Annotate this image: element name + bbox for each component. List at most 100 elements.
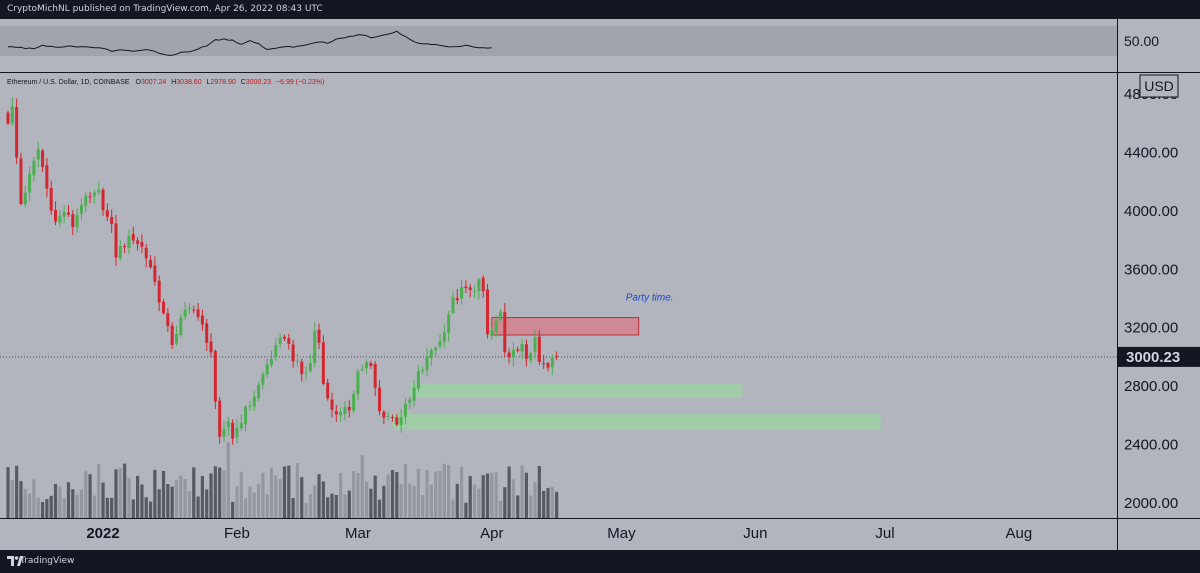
- volume-bar: [339, 472, 343, 518]
- candle-body: [477, 279, 481, 292]
- volume-bar: [192, 467, 196, 518]
- currency-label: USD: [1144, 78, 1174, 94]
- candle-body: [408, 399, 412, 403]
- volume-bar: [213, 466, 217, 518]
- oscillator-midband: [0, 26, 1117, 56]
- time-axis: [0, 519, 1117, 550]
- chart-area[interactable]: 50.00 2000.00 2400.00 2800.00 3200.00 3600.0…: [0, 19, 1200, 550]
- volume-bar: [161, 470, 166, 518]
- candle-body: [503, 311, 507, 353]
- candle-body: [516, 349, 520, 351]
- time-tick-label: Jul: [875, 525, 894, 542]
- volume-bar: [455, 483, 459, 518]
- candle-body: [162, 301, 166, 314]
- close-label: C: [241, 79, 246, 86]
- candle-body: [179, 317, 183, 336]
- candle-body: [66, 212, 70, 215]
- candle-body: [403, 403, 407, 417]
- candle-body: [529, 353, 533, 361]
- volume-bar: [231, 501, 235, 518]
- candle-body: [464, 286, 468, 289]
- price-tick-label: 2400.00: [1124, 437, 1178, 454]
- volume-bar: [36, 497, 40, 518]
- tradingview-logo-icon[interactable]: [7, 555, 35, 568]
- oscillator-tick-label: 50.00: [1124, 33, 1159, 49]
- candle-body: [222, 428, 226, 437]
- candle-body: [144, 247, 148, 259]
- candle-body: [79, 204, 83, 214]
- candle-body: [347, 407, 351, 411]
- candle-body: [429, 350, 433, 358]
- candle-body: [282, 336, 286, 339]
- candle-body: [382, 411, 386, 418]
- candle-body: [200, 315, 204, 325]
- volume-bar: [105, 497, 109, 518]
- candle-body: [205, 323, 209, 343]
- candle-body: [183, 309, 187, 317]
- candle-body: [524, 344, 528, 359]
- candle-body: [326, 382, 330, 399]
- volume-bar: [209, 473, 213, 518]
- volume-bar: [205, 489, 209, 518]
- time-tick-label: Aug: [1006, 525, 1033, 542]
- volume-bar: [239, 471, 243, 518]
- volume-bar: [222, 470, 226, 518]
- volume-bar: [442, 463, 446, 518]
- volume-bar: [408, 483, 412, 518]
- candle-body: [412, 387, 416, 401]
- volume-bar: [144, 497, 148, 518]
- volume-bar: [464, 502, 468, 518]
- volume-bar: [295, 463, 300, 518]
- resistance-zone-0[interactable]: [491, 317, 640, 336]
- volume-bar: [97, 464, 101, 518]
- candle-body: [425, 356, 429, 371]
- candle-body: [140, 242, 144, 247]
- volume-bar: [136, 475, 140, 518]
- candle-body: [62, 211, 66, 217]
- volume-bar: [399, 483, 403, 518]
- candle-body: [395, 417, 399, 425]
- volume-bar: [291, 498, 295, 518]
- candle-body: [317, 329, 321, 343]
- volume-bar: [218, 467, 222, 518]
- candle-body: [455, 298, 459, 301]
- volume-bar: [140, 484, 144, 518]
- volume-bar: [157, 489, 161, 518]
- volume-bar: [313, 485, 317, 518]
- volume-bar: [261, 472, 265, 518]
- candle-body: [32, 160, 36, 176]
- candle-body: [41, 150, 45, 167]
- support-zone-1[interactable]: [409, 383, 743, 398]
- candle-body: [334, 411, 338, 415]
- chart-annotation[interactable]: Party time.: [626, 293, 674, 304]
- volume-bar: [32, 478, 36, 518]
- volume-bar: [347, 490, 351, 518]
- volume-bar: [382, 485, 386, 518]
- volume-bar: [451, 499, 455, 518]
- candle-body: [84, 195, 88, 206]
- volume-bar: [343, 494, 347, 518]
- volume-bar: [84, 470, 88, 518]
- candle-body: [19, 158, 23, 205]
- volume-bar: [416, 468, 420, 518]
- volume-bar: [278, 479, 282, 518]
- volume-bar: [429, 484, 433, 518]
- volume-bar: [434, 471, 438, 518]
- time-tick-label: 2022: [86, 525, 119, 542]
- volume-bar: [377, 499, 382, 518]
- legend: Ethereum / U.S. Dollar, 1D, COINBASE O30…: [7, 79, 324, 86]
- candle-body: [235, 427, 239, 438]
- volume-bar: [412, 486, 416, 518]
- currency-box[interactable]: [1139, 74, 1179, 98]
- high-label: H: [171, 79, 176, 86]
- volume-bar: [334, 495, 338, 518]
- candle-body: [23, 192, 27, 205]
- annotation-layer: Party time.: [626, 293, 674, 304]
- candle-body: [218, 400, 222, 437]
- support-zone-2[interactable]: [392, 413, 881, 430]
- volume-bar: [170, 486, 174, 518]
- volume-bar: [494, 472, 498, 518]
- volume-bar: [148, 501, 153, 518]
- candle-body: [174, 333, 178, 344]
- candle-body: [97, 189, 101, 193]
